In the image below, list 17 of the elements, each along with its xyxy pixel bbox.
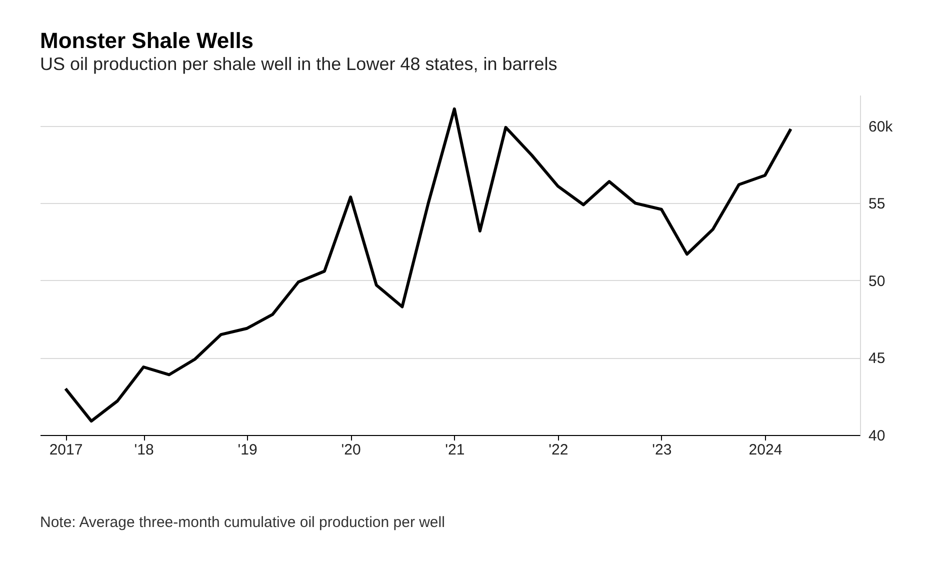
- text: Note: Average three-month cumulative oil production per well: [40, 514, 445, 531]
- chart-title: Monster Shale Wells: [40, 28, 254, 53]
- y-tick-label: 60k: [868, 118, 894, 136]
- x-tick-label: '22: [548, 442, 568, 458]
- x-tick-label: '19: [238, 442, 258, 458]
- x-tick-label: 2024: [748, 442, 782, 458]
- x-tick-label: '21: [445, 442, 465, 458]
- x-tick-label: '23: [652, 442, 672, 458]
- y-tick-label: 40: [868, 428, 886, 444]
- y-tick-label: 55: [868, 196, 886, 213]
- line-series: [64, 107, 792, 423]
- chart-subtitle: US oil production per shale well in the Lower 48 states, in barrels: [40, 54, 558, 74]
- x-tick-label: '20: [341, 442, 361, 458]
- x-tick-label: 2017: [49, 442, 83, 458]
- y-tick-label: 45: [868, 350, 886, 368]
- x-tick-label: '18: [134, 442, 154, 458]
- y-tick-label: 50: [868, 272, 886, 290]
